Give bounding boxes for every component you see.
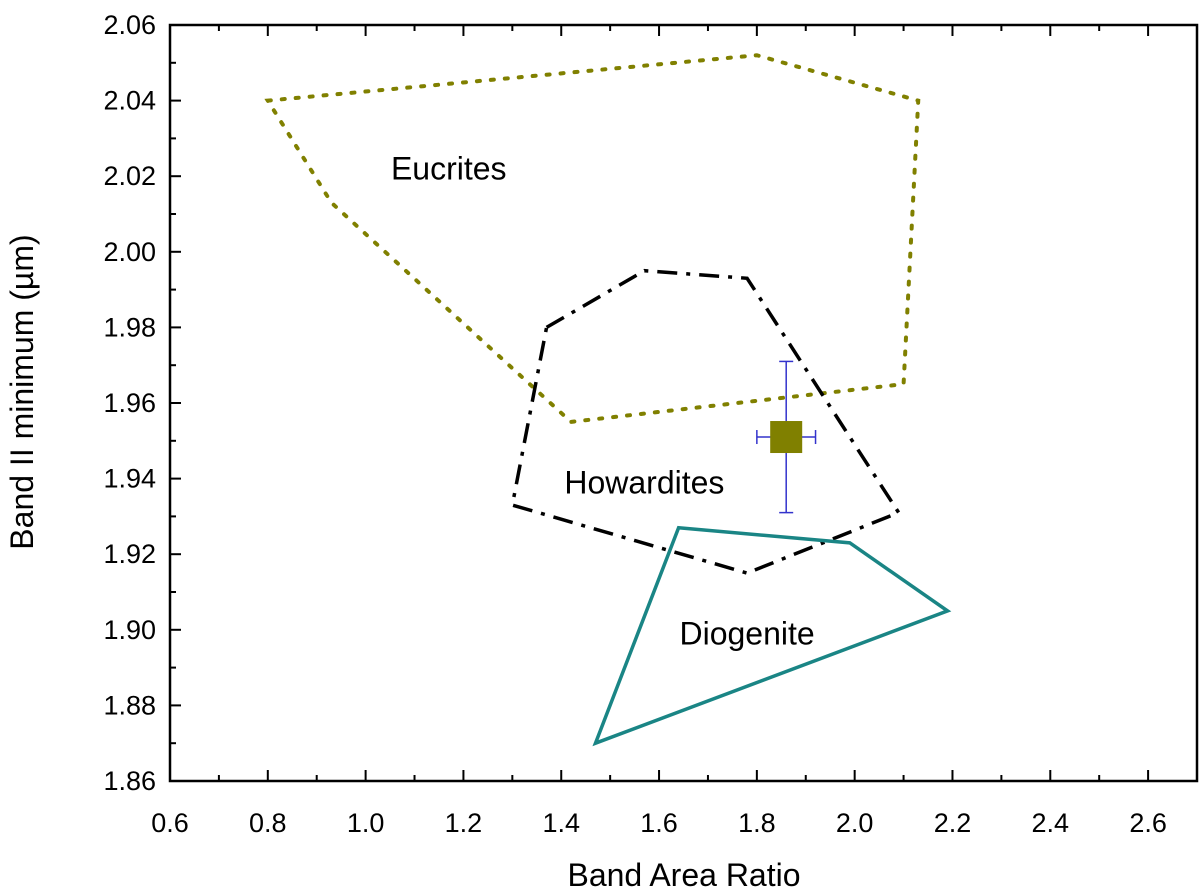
- y-tick-label: 2.02: [103, 161, 156, 191]
- square-marker: [770, 421, 803, 454]
- x-tick-label: 2.6: [1129, 808, 1167, 838]
- y-tick-label: 2.00: [103, 237, 156, 267]
- region-howardites-label: Howardites: [564, 464, 724, 500]
- plot-frame: [168, 23, 1199, 783]
- y-tick-label: 1.92: [103, 539, 156, 569]
- y-tick-label: 1.98: [103, 312, 156, 342]
- x-tick-label: 1.4: [542, 808, 580, 838]
- x-axis-title: Band Area Ratio: [567, 857, 800, 890]
- region-howardites-outline: [510, 268, 902, 575]
- x-tick-label: 0.8: [249, 808, 287, 838]
- x-tick-label: 1.8: [738, 808, 776, 838]
- regions: Eucrites Howardites Diogenite: [264, 53, 952, 747]
- y-tick-label: 1.96: [103, 388, 156, 418]
- region-diogenite-outline: [592, 525, 952, 747]
- y-tick-label: 1.94: [103, 464, 156, 494]
- x-tick-label: 1.2: [445, 808, 483, 838]
- axis-ticks: 0.6 0.8 1.0 1.2 1.4 1.6 1.8 2.0 2.2 2.4 2.6 1.86 1.8…: [103, 10, 1166, 838]
- region-diogenite-label: Diogenite: [679, 616, 814, 652]
- x-tick-label: 1.6: [640, 808, 678, 838]
- y-axis-title: Band II minimum (µm): [4, 234, 40, 549]
- region-eucrites-label: Eucrites: [391, 151, 507, 187]
- x-tick-label: 2.0: [836, 808, 874, 838]
- x-tick-label: 0.6: [151, 808, 189, 838]
- y-tick-label: 2.06: [103, 10, 156, 40]
- region-eucrites-outline: [264, 53, 921, 424]
- x-tick-label: 2.4: [1032, 808, 1070, 838]
- y-tick-label: 1.86: [103, 766, 156, 796]
- data-point: [756, 360, 817, 514]
- y-tick-label: 1.88: [103, 690, 156, 720]
- y-tick-label: 1.90: [103, 615, 156, 645]
- y-tick-label: 2.04: [103, 86, 156, 116]
- x-tick-label: 1.0: [347, 808, 385, 838]
- x-tick-label: 2.2: [934, 808, 972, 838]
